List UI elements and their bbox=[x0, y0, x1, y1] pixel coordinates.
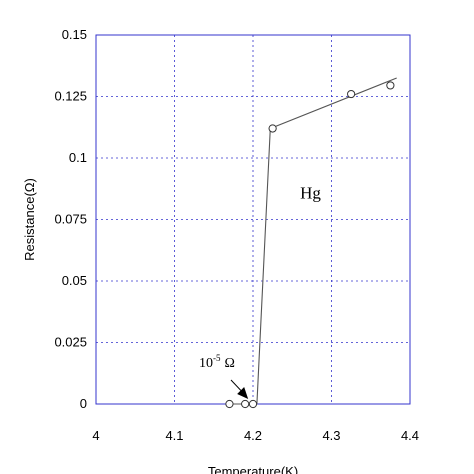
x-tick-label: 4.1 bbox=[165, 428, 183, 443]
grid bbox=[95, 34, 411, 405]
y-tick-label: 0.025 bbox=[54, 335, 87, 350]
y-axis-label: Resistance(Ω) bbox=[22, 178, 37, 261]
data-point bbox=[347, 89, 356, 99]
data-point bbox=[241, 399, 250, 409]
y-tick-label: 0 bbox=[80, 396, 87, 411]
x-tick-label: 4 bbox=[92, 428, 99, 443]
data-points bbox=[225, 81, 395, 409]
y-tick-label: 0.075 bbox=[54, 212, 87, 227]
resistance-base: 10 bbox=[199, 356, 213, 371]
y-tick-label: 0.05 bbox=[62, 273, 87, 288]
y-tick-label: 0.125 bbox=[54, 89, 87, 104]
x-axis-label: Temperature(K) bbox=[208, 464, 298, 474]
y-tick-label: 0.1 bbox=[69, 150, 87, 165]
resistance-exponent: -5 bbox=[213, 353, 221, 363]
material-label: Hg bbox=[300, 184, 321, 203]
x-tick-label: 4.2 bbox=[244, 428, 262, 443]
series-line bbox=[229, 77, 397, 405]
data-point bbox=[386, 81, 395, 90]
x-tick-label: 4.4 bbox=[401, 428, 419, 443]
annotation-arrow-head bbox=[237, 387, 249, 399]
resistance-annotation: 10-5 Ω bbox=[199, 353, 235, 371]
data-point bbox=[225, 399, 234, 409]
resistance-unit: Ω bbox=[225, 356, 235, 371]
axis-ticks: 4 4.1 4.2 4.3 4.4 0 0.025 0.05 0.075 0.1 0.125 0.15 bbox=[54, 27, 419, 443]
data-point bbox=[248, 399, 258, 409]
y-tick-label: 0.15 bbox=[62, 27, 87, 42]
data-point bbox=[268, 124, 277, 133]
x-tick-label: 4.3 bbox=[322, 428, 340, 443]
